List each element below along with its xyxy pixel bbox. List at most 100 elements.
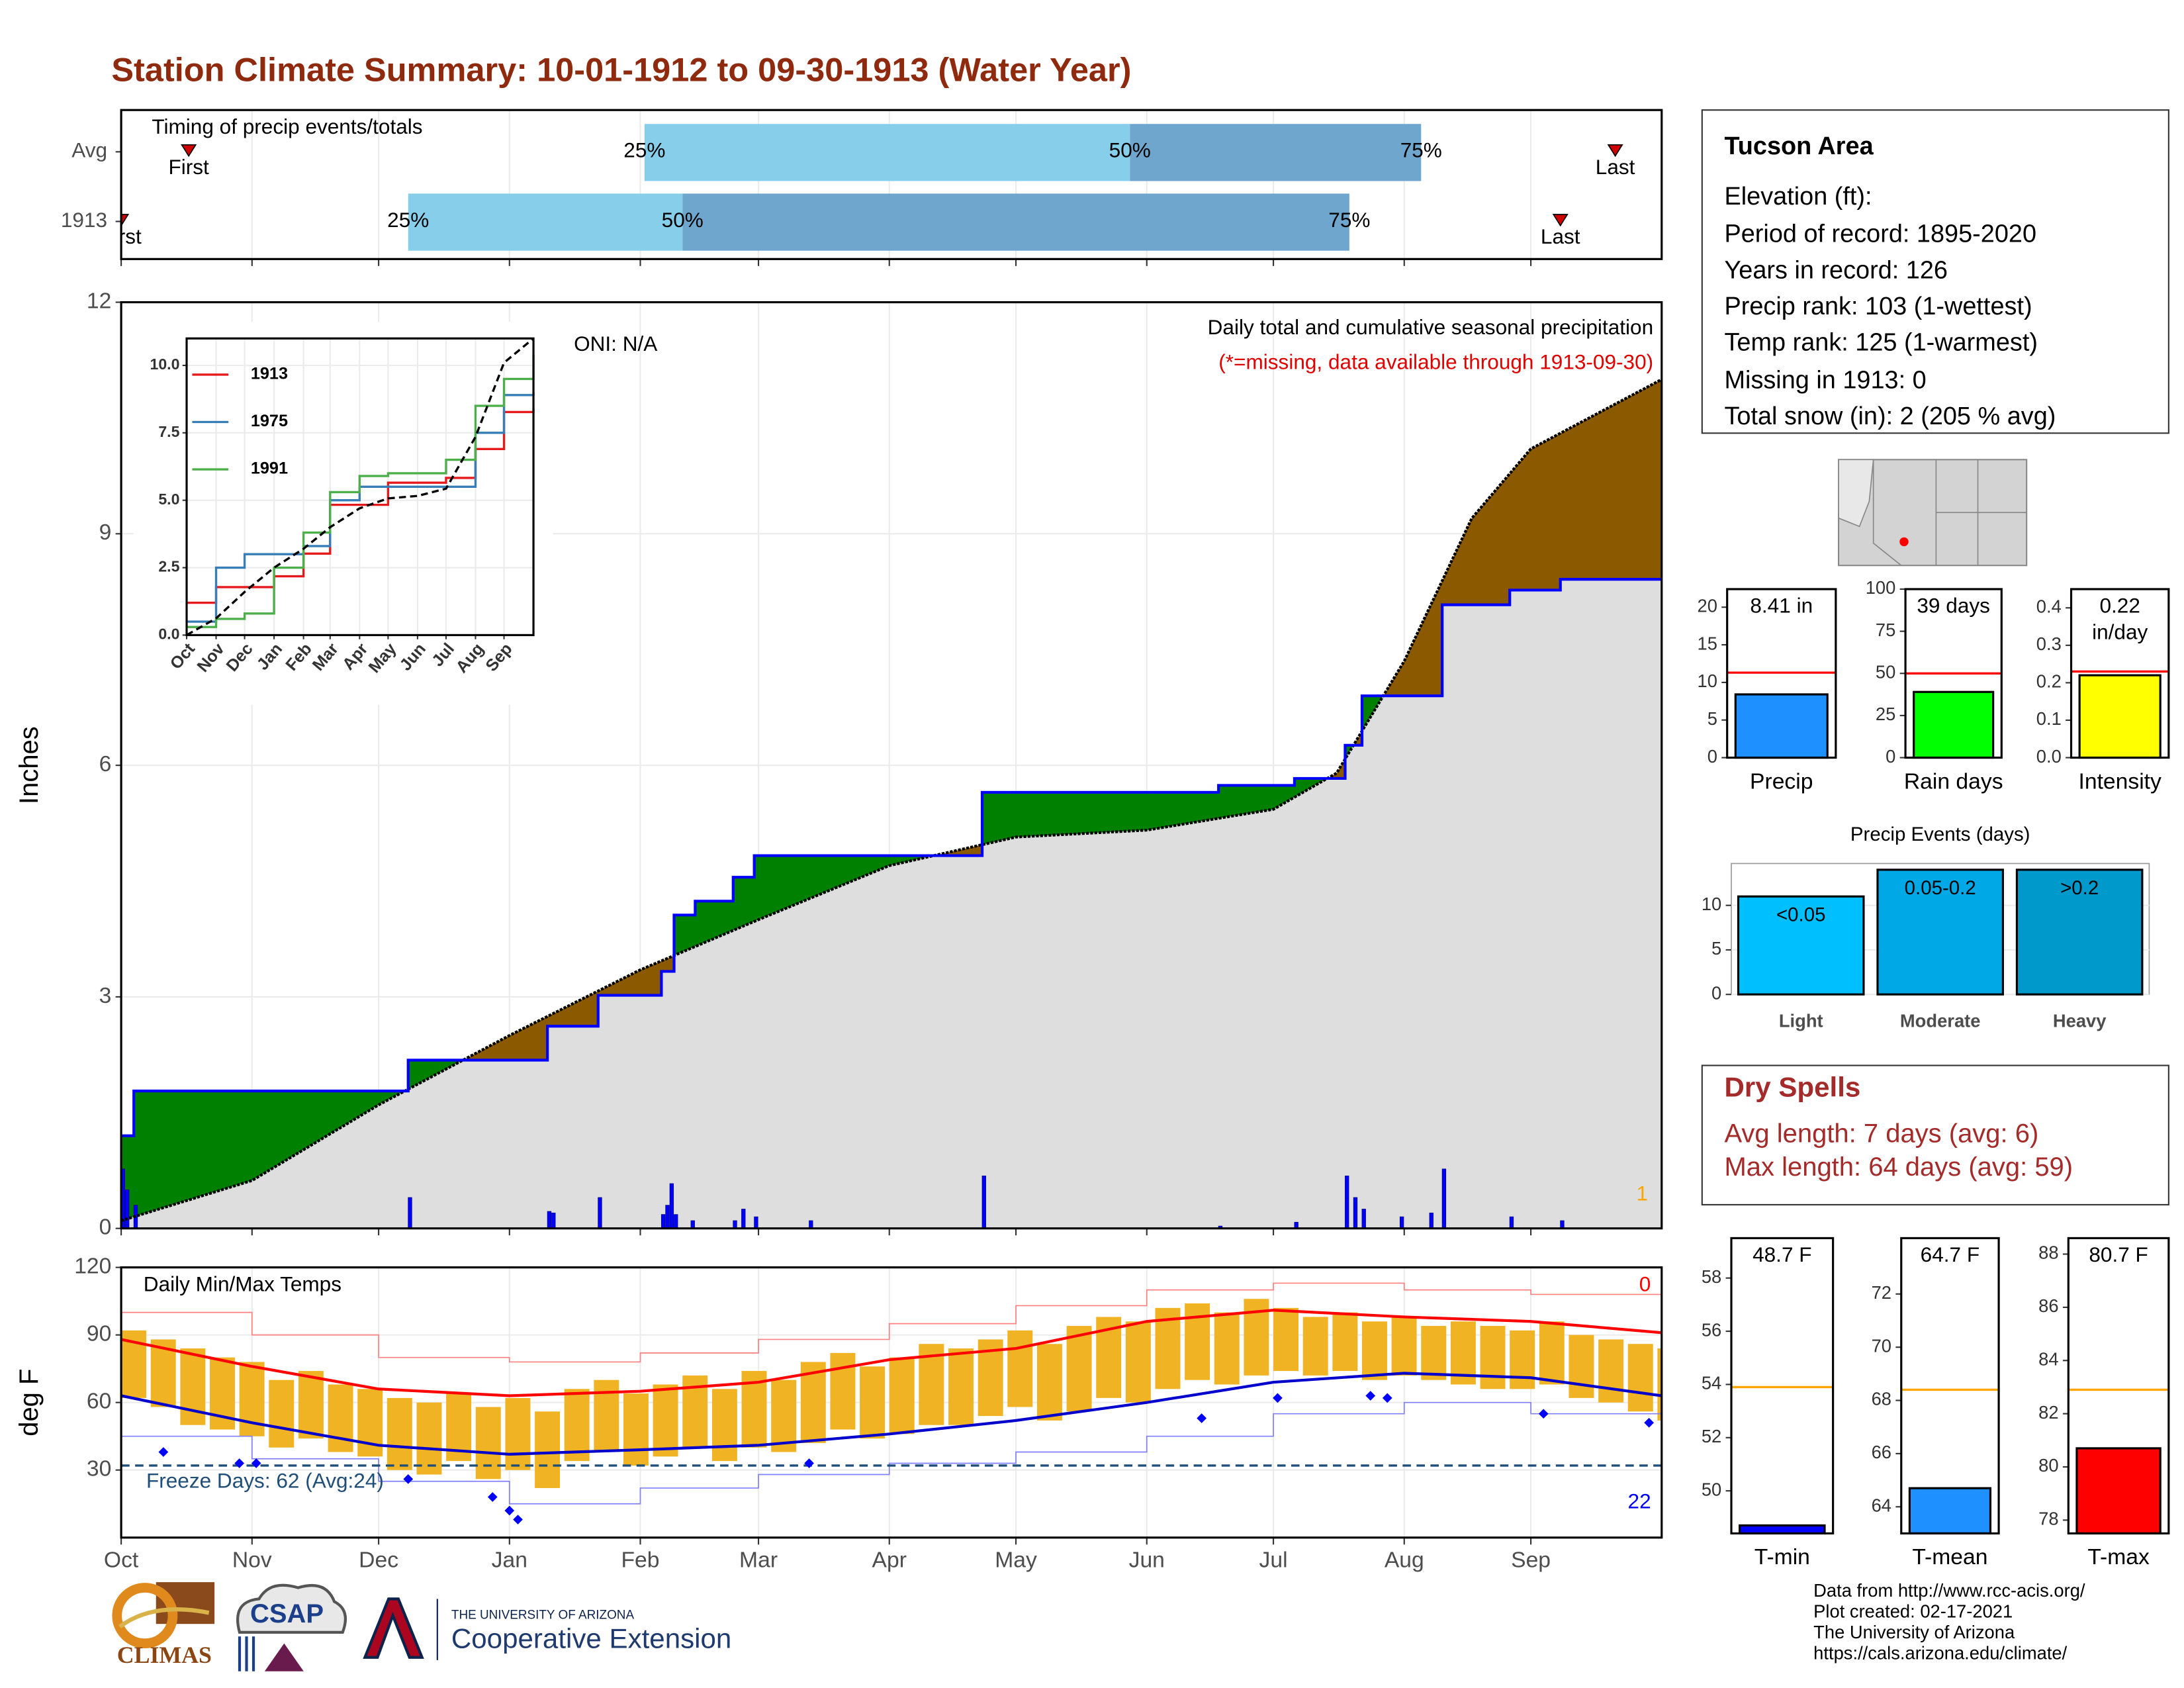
count-label: 1	[1637, 1182, 1649, 1205]
record-low-marker	[403, 1474, 414, 1484]
temp-range-bar	[1421, 1326, 1447, 1380]
event-label: First	[101, 224, 142, 248]
panel-border	[120, 301, 1663, 1230]
freeze-label: Freeze Days: 62 (Avg:24)	[146, 1469, 384, 1493]
timing-band	[644, 124, 1130, 181]
chart-title: Daily Min/Max Temps	[144, 1272, 341, 1295]
dry-spells-line: Avg length: 7 days (avg: 6)	[1724, 1119, 2038, 1148]
temp-range-bar	[1332, 1312, 1358, 1372]
panel-border	[185, 337, 535, 636]
temp-range-bar	[1273, 1307, 1299, 1372]
y-tick-label: 5	[1711, 938, 1721, 959]
temp-range-bar	[505, 1397, 531, 1470]
event-marker	[181, 144, 197, 158]
y-tick-label: 6	[99, 752, 112, 776]
gauge-bar	[1739, 1524, 1826, 1535]
y-tick-label: 15	[1698, 633, 1717, 653]
x-tick-label: Apr	[872, 1548, 907, 1572]
y-tick-label: 78	[2038, 1509, 2058, 1529]
daily-bar	[1441, 1168, 1447, 1229]
x-tick-label: Aug	[1385, 1548, 1424, 1572]
daily-bar	[1345, 1175, 1349, 1229]
x-tick-label: Feb	[621, 1548, 659, 1572]
avg-min-line	[121, 1372, 1662, 1456]
y-tick-label: 3	[99, 984, 112, 1008]
category-label: Avg	[71, 138, 107, 162]
y-tick-label: 10	[1698, 671, 1717, 691]
record-low-marker	[158, 1447, 169, 1457]
y-tick-label: 120	[74, 1254, 111, 1278]
temp-range-bar	[1125, 1321, 1151, 1403]
info-line: Years in record: 126	[1724, 256, 1948, 284]
series-line	[187, 392, 535, 623]
panel-border	[1904, 588, 2003, 759]
x-tick-label: Sep	[1511, 1548, 1551, 1572]
y-axis-title: deg F	[15, 1369, 44, 1436]
temp-range-bar	[1480, 1326, 1506, 1389]
credit-line: https://cals.arizona.edu/climate/	[1813, 1643, 2067, 1664]
daily-bar	[690, 1220, 695, 1229]
y-tick-label: 10	[1702, 894, 1721, 914]
y-tick-label: 70	[1872, 1335, 1891, 1356]
info-line: Elevation (ft):	[1724, 183, 1872, 211]
temp-range-bar	[328, 1384, 353, 1452]
temp-range-bar	[1066, 1326, 1092, 1412]
temp-range-bar	[830, 1352, 856, 1430]
chart-subtitle: (*=missing, data available through 1913-…	[1218, 350, 1653, 373]
y-tick-label: 60	[87, 1389, 111, 1414]
temp-range-bar	[298, 1371, 324, 1439]
y-tick-label: 68	[1872, 1389, 1891, 1409]
record-low-marker	[804, 1458, 814, 1468]
y-tick-label: 100	[1866, 577, 1896, 598]
high-count-label: 0	[1639, 1272, 1651, 1295]
category-label: T-max	[2087, 1545, 2150, 1570]
y-tick-label: 0	[1886, 746, 1895, 767]
climas-logo: CLIMAS	[112, 1582, 215, 1668]
gauge-bar	[1913, 690, 1995, 759]
credit-line: The University of Arizona	[1813, 1622, 2015, 1642]
info-box	[1701, 109, 2169, 434]
bin-label: >0.2	[2060, 877, 2099, 899]
info-line: Temp rank: 125 (1-warmest)	[1724, 329, 2037, 357]
category-label: 1913	[61, 208, 107, 232]
y-tick-label: 54	[1702, 1373, 1721, 1393]
y-tick-label: 75	[1876, 620, 1895, 640]
bar	[2015, 868, 2144, 996]
temp-range-bar	[653, 1384, 678, 1457]
quantile-label: 25%	[387, 208, 429, 232]
daily-bar	[598, 1197, 602, 1229]
value-label: 39 days	[1917, 594, 1990, 619]
quantile-label: 25%	[623, 138, 665, 162]
y-tick-label: 0.0	[158, 626, 179, 643]
dry-spells-box	[1701, 1064, 2169, 1205]
temp-range-bar	[1361, 1321, 1387, 1380]
record-low-marker	[234, 1458, 245, 1468]
y-tick-label: 20	[1698, 595, 1717, 616]
temp-range-bar	[387, 1397, 412, 1470]
y-tick-label: 80	[2038, 1455, 2058, 1476]
x-tick-label: Heavy	[2053, 1011, 2107, 1031]
y-tick-label: 30	[87, 1457, 111, 1481]
y-tick-label: 0	[1707, 746, 1717, 767]
temperature-layer	[121, 1282, 1662, 1524]
event-label: Last	[1596, 155, 1635, 179]
x-tick-label: Jun	[1129, 1548, 1165, 1572]
y-tick-label: 9	[99, 520, 112, 545]
info-title: Tucson Area	[1724, 132, 1874, 160]
location-map	[1838, 459, 2028, 567]
page-title: Station Climate Summary: 10-01-1912 to 0…	[111, 51, 1131, 89]
temp-range-bar	[564, 1389, 590, 1462]
y-tick-label: 25	[1876, 704, 1895, 724]
average-line	[120, 378, 1662, 1223]
daily-bar	[1429, 1212, 1433, 1229]
y-tick-label: 56	[1702, 1319, 1721, 1340]
y-tick-label: 52	[1702, 1426, 1721, 1446]
daily-bar	[1353, 1197, 1358, 1229]
x-tick-label: Oct	[104, 1548, 139, 1572]
dry-spells-title: Dry Spells	[1724, 1071, 1860, 1102]
y-tick-label: 50	[1876, 661, 1895, 682]
category-label: T-min	[1754, 1545, 1810, 1570]
y-tick-label: 84	[2038, 1348, 2058, 1369]
timing-band	[682, 193, 1349, 251]
y-tick-label: 5.0	[158, 491, 179, 508]
